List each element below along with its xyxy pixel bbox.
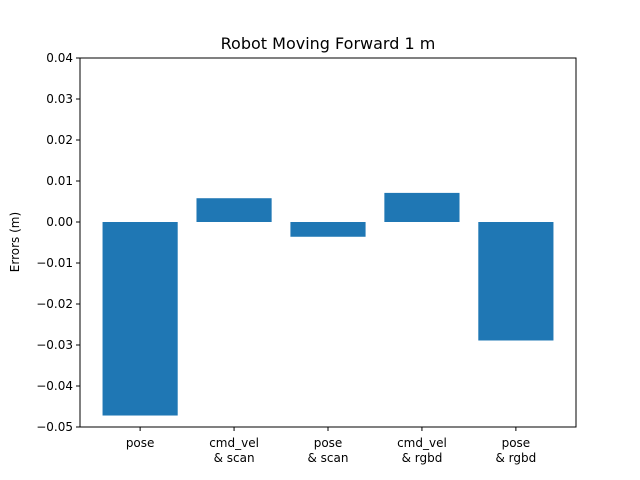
y-tick-label: 0.01 xyxy=(46,174,73,188)
x-tick-label: pose & scan xyxy=(308,436,349,465)
bar-1 xyxy=(196,198,272,222)
x-axis: pose cmd_vel & scan pose & scan cmd_vel & rgbd… xyxy=(126,427,536,465)
bar-3 xyxy=(384,192,460,222)
y-tick-label: 0.00 xyxy=(46,215,73,229)
y-axis-label: Errors (m) xyxy=(8,212,22,272)
chart-title: Robot Moving Forward 1 m xyxy=(221,34,436,53)
y-tick-label: −0.03 xyxy=(36,338,73,352)
y-tick-label: −0.01 xyxy=(36,256,73,270)
y-tick-label: −0.04 xyxy=(36,379,73,393)
bars-group xyxy=(102,192,554,416)
x-tick-label: cmd_vel & scan xyxy=(209,436,259,465)
x-tick-label: pose xyxy=(126,436,155,450)
bar-0 xyxy=(102,222,178,416)
x-tick-label: cmd_vel & rgbd xyxy=(397,436,447,465)
y-tick-label: 0.04 xyxy=(46,51,73,65)
bar-2 xyxy=(290,222,366,237)
bar-4 xyxy=(478,222,554,341)
y-tick-label: 0.03 xyxy=(46,92,73,106)
y-tick-label: −0.02 xyxy=(36,297,73,311)
y-axis: −0.05 −0.04 −0.03 −0.02 −0.01 0.00 0.01 0.02 0.0… xyxy=(36,51,80,434)
y-tick-label: 0.02 xyxy=(46,133,73,147)
x-tick-label: pose & rgbd xyxy=(496,436,537,465)
y-tick-label: −0.05 xyxy=(36,420,73,434)
